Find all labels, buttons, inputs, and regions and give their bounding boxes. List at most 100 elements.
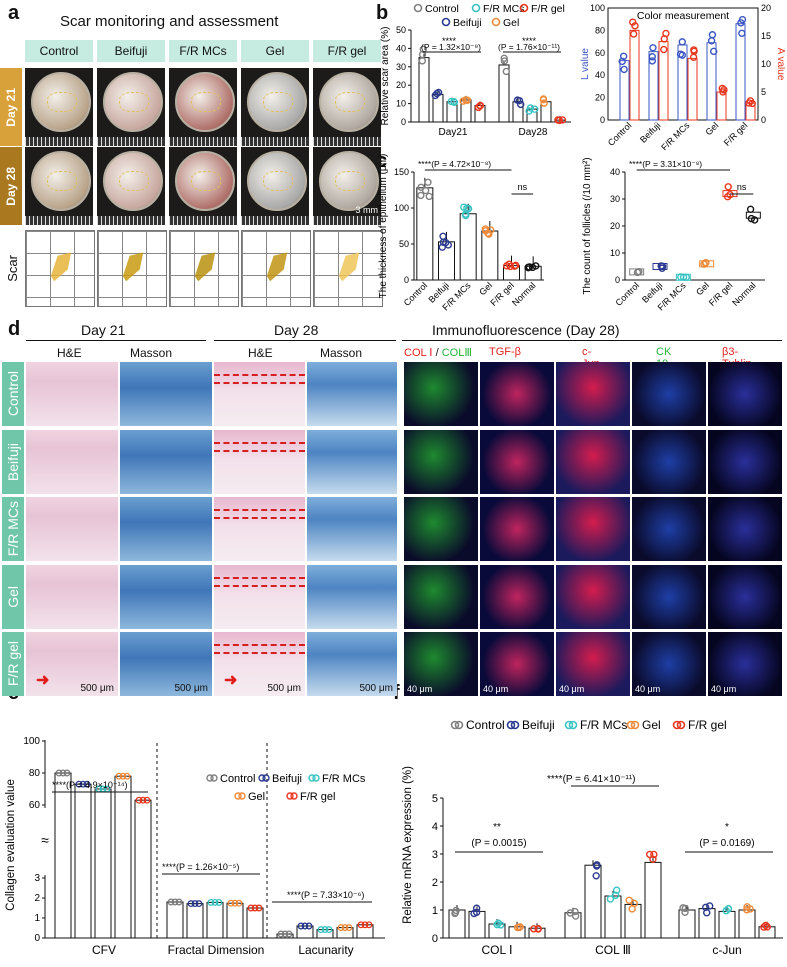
bar-F/R MCs: [316, 929, 334, 939]
data-point: [689, 53, 698, 61]
scar-grid: [97, 230, 167, 307]
sig-text: ****(P = 1.26×10⁻⁵): [162, 862, 239, 872]
data-point: [143, 796, 151, 804]
y-tick-label-right: 0: [761, 115, 766, 125]
legend-marker: [471, 3, 481, 13]
legend-marker: [441, 17, 451, 27]
data-point: [317, 926, 325, 934]
scar-outline: [119, 92, 149, 112]
data-point: [513, 923, 522, 932]
scar-outline: [263, 92, 293, 112]
y-tick-label: 0: [615, 275, 620, 285]
wound-photo: 3 mm: [313, 147, 381, 225]
histology-image: [120, 497, 212, 561]
legend-marker: [286, 792, 294, 800]
y-tick-label: 0: [401, 117, 406, 127]
row-label-day28-text: Day 28: [4, 166, 18, 206]
data-point: [472, 908, 481, 916]
data-point: [503, 262, 511, 270]
x-category-label: Gel: [694, 280, 711, 297]
data-point: [534, 925, 542, 933]
legend-label: F/R gel: [531, 3, 565, 15]
data-point: [707, 37, 716, 45]
ruler: [169, 216, 237, 225]
y-tick-label: 2: [432, 877, 438, 889]
x-category-label: Normal: [730, 280, 758, 308]
data-point: [701, 259, 710, 267]
legend-marker: [206, 774, 214, 782]
data-point: [139, 796, 147, 804]
data-point: [592, 862, 601, 870]
scar-outline: [335, 171, 365, 191]
legend-marker: [626, 720, 636, 730]
y-tick-label-right: 15: [761, 31, 771, 41]
mrna-expression-chart: 0 1 2 3 4 5 Relative mRNA expression (%) Contro…: [402, 718, 783, 957]
data-point: [502, 67, 511, 76]
scar-grid: [25, 230, 95, 307]
data-point: [629, 30, 638, 38]
row-label-scar: Scar: [2, 232, 22, 304]
immunofluorescence-image: [708, 362, 782, 426]
data-point: [277, 930, 285, 938]
sig-stars: *: [725, 822, 729, 833]
if-scale-bar: 40 μm: [559, 684, 585, 694]
histology-image: ➜ 500 μm: [214, 632, 305, 696]
bar-Gel: [114, 775, 132, 939]
data-point: [227, 899, 235, 907]
wound-photo: [313, 68, 381, 146]
data-point: [681, 908, 689, 916]
data-point: [612, 886, 621, 894]
x-category-label: Fractal Dimension: [168, 943, 265, 957]
data-point: [631, 22, 639, 30]
if-tgf-label: TGF-β: [489, 346, 521, 358]
day21-label: Day 21: [81, 322, 126, 338]
ruler: [97, 137, 165, 146]
petri-dish: [319, 151, 379, 211]
immunofluorescence-image: [480, 430, 554, 494]
data-point: [175, 898, 183, 906]
bar-Beifuji: [186, 903, 204, 939]
axis-break: ≈: [41, 832, 49, 848]
data-point: [135, 796, 143, 804]
data-point: [341, 924, 349, 932]
immunofluorescence-image: [708, 430, 782, 494]
data-point: [678, 38, 686, 46]
bar-Gel: [481, 230, 499, 281]
if-rule: [402, 340, 782, 341]
data-point: [566, 909, 574, 917]
histology-image: [214, 362, 305, 426]
data-point: [516, 100, 525, 109]
x-category-label: Beifuji: [638, 120, 662, 144]
y-tick-label: 0: [404, 275, 409, 285]
y-axis-label: Relative mRNA expression (%): [402, 766, 414, 924]
data-point: [539, 95, 548, 103]
data-point: [658, 262, 667, 271]
data-point: [365, 921, 373, 929]
row-label-text: F/R MCs: [5, 501, 21, 557]
immunofluorescence-image: [556, 430, 630, 494]
legend-label: Gel: [642, 718, 661, 732]
data-point: [708, 31, 717, 39]
data-point: [235, 899, 243, 907]
if-col1-header: COL Ⅰ / COLⅢ: [404, 346, 472, 359]
scale-bar-label: 3 mm: [355, 205, 379, 215]
x-category-label: F/R gel: [722, 120, 750, 148]
immunofluorescence-image: 40 μm: [632, 632, 706, 696]
legend-marker: [210, 774, 218, 782]
y-tick-label: 30: [610, 194, 620, 204]
data-point: [255, 904, 263, 912]
bar-L-value: [706, 42, 717, 121]
row-label-day21: Day 21: [0, 68, 22, 146]
p-value: (P = 1.76×10⁻¹¹): [498, 42, 560, 52]
epidermis-outline: [214, 374, 305, 384]
data-point: [424, 178, 432, 186]
data-point: [494, 919, 503, 927]
bar-Gel: [226, 902, 244, 939]
data-point: [738, 29, 746, 37]
y-tick-label-left: 0: [600, 115, 605, 125]
data-point: [746, 205, 755, 214]
y-tick-label: 2: [34, 893, 40, 904]
legend-label: F/R gel: [300, 791, 335, 803]
immunofluorescence-image: [480, 362, 554, 426]
wound-photo: [169, 68, 237, 146]
